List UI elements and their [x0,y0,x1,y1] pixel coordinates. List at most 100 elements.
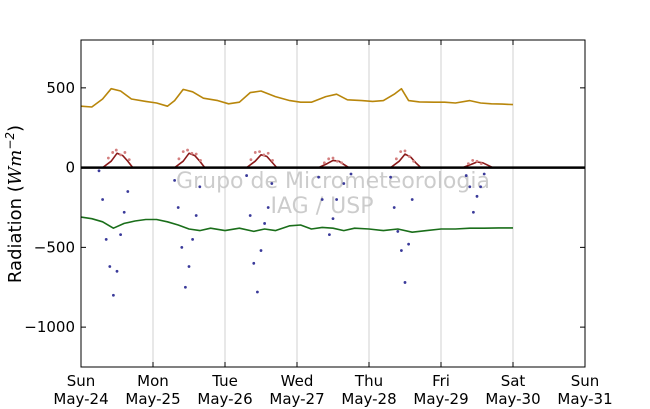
series-3-point-28 [466,162,470,166]
series-4-point-4 [112,293,115,297]
series-3-point-24 [399,150,403,154]
series-3-point-17 [271,159,274,162]
xtick-date-4: May-28 [341,390,396,408]
watermark-line-1: Grupo de Micrometeorologia [176,169,490,194]
series-3-point-6 [177,157,181,161]
ytick-label-0: 500 [46,79,75,97]
series-4-point-3 [108,265,112,268]
series-4-point-14 [191,237,195,241]
xtick-day-0: Sun [67,372,96,390]
series-4-point-39 [464,174,468,177]
series-4-point-36 [403,281,407,284]
ytick-label-3: −1000 [24,318,75,336]
series-4-point-32 [389,175,392,179]
series-4-point-25 [317,175,320,179]
xtick-date-0: May-24 [53,390,108,408]
series-4-point-40 [468,185,472,189]
series-4-point-1 [101,198,104,201]
series-3-point-11 [199,159,202,162]
series-0-line [80,87,514,108]
series-3-point-22 [340,161,344,165]
series-4-point-21 [259,249,263,252]
series-4-point-41 [472,210,475,214]
y-axis-label-text: Radiation ( [5,185,26,283]
xtick-date-6: May-30 [485,390,540,408]
series-4-point-9 [173,178,177,182]
chart-watermark: Grupo de Micrometeorologia IAG / USP [176,169,490,219]
series-4-point-23 [266,206,270,209]
series-3-point-30 [475,159,479,163]
series-3-point-19 [327,157,331,161]
series-3-point-16 [266,151,270,155]
series-4-point-29 [335,198,338,201]
series-3-point-15 [262,153,266,157]
y-axis-label-exponent: −2 [3,132,17,150]
series-4-point-12 [184,285,187,289]
series-3-point-0 [106,156,110,160]
watermark-line-2: IAG / USP [271,194,374,219]
series-4-point-0 [97,169,101,173]
series-3-point-13 [253,151,257,154]
series-4-point-28 [331,217,335,221]
plot-area-frame [80,39,586,368]
series-3-point-10 [194,152,198,156]
xtick-date-3: May-27 [269,390,324,408]
series-4-point-7 [122,210,126,214]
xtick-day-5: Fri [432,372,450,390]
xtick-day-4: Thu [354,372,383,390]
series-4-point-10 [176,206,180,209]
y-axis-label: Radiation (Wm−2) [3,125,26,283]
y-axis-label-unit: Wm [5,150,26,186]
series-3-point-9 [190,151,194,155]
xtick-date-1: May-25 [125,390,180,408]
series-3-point-5 [127,158,131,162]
y-axis-ticks: 500 0 −500 −1000 [24,79,585,336]
series-3-point-2 [114,148,118,152]
series-4-point-18 [248,214,252,217]
series-3-point-12 [249,158,253,162]
series-3-point-14 [258,150,261,154]
series-4-point-8 [126,190,130,193]
series-4-point-16 [198,185,202,189]
series-4-point-15 [194,214,198,217]
series-4-point-22 [263,222,266,225]
series-3-point-7 [181,150,185,154]
y-axis-label-close: ) [5,125,26,132]
series-4-point-2 [104,237,108,241]
series-3-point-3 [119,153,122,157]
series-3-point-18 [322,161,326,165]
series-4-point-19 [252,261,256,265]
series-3-point-31 [479,162,483,166]
x-axis-ticks: SunMay-24MonMay-25TueMay-26WedMay-27ThuM… [53,40,613,408]
series-4-point-6 [119,233,122,237]
series-4-point-20 [256,290,259,294]
series-4-point-30 [342,182,346,185]
xtick-date-2: May-26 [197,390,252,408]
series-3-point-1 [111,151,115,154]
series-3-point-23 [394,157,398,161]
series-3-point-8 [186,148,189,152]
series-3-point-26 [407,155,411,158]
series-4-point-34 [396,230,400,233]
series-3-point-25 [403,149,407,153]
xtick-date-5: May-29 [413,390,468,408]
series-1-line [80,216,513,233]
series-4-point-42 [475,194,479,198]
series-4-point-43 [479,185,482,189]
xtick-day-3: Wed [281,372,314,390]
xtick-day-2: Tue [211,372,238,390]
series-4-point-26 [320,198,324,201]
series-4-point-5 [115,269,119,273]
series-4-point-44 [482,172,486,176]
series-3-point-4 [123,151,127,154]
series-4-point-35 [400,249,403,252]
xtick-day-7: Sun [571,372,600,390]
series-3-point-29 [471,159,475,162]
xtick-day-1: Mon [137,372,169,390]
xtick-date-7: May-31 [557,390,612,408]
series-4-point-31 [349,172,353,176]
series-4-point-13 [187,265,191,268]
series-4-point-27 [328,233,331,237]
series-4-point-24 [270,182,274,185]
